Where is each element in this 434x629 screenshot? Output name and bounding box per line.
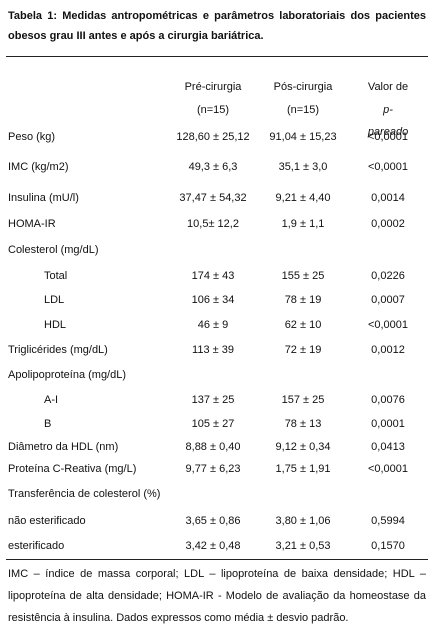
cell-value: 0,1570 [371, 540, 405, 552]
row-label: A-I [44, 394, 59, 406]
cell-value: 128,60 ± 25,12 [176, 131, 250, 143]
row-label: Transferência de colesterol (%) [8, 488, 161, 500]
cell-value: 0,0002 [371, 218, 405, 230]
table-title: Tabela 1: Medidas antropométricas e parâ… [8, 10, 426, 42]
cell-value: 0,0226 [371, 270, 405, 282]
row-label: esterificado [8, 540, 65, 552]
row-label: Diâmetro da HDL (nm) [8, 441, 119, 453]
cell-value: 155 ± 25 [281, 270, 325, 282]
cell-value: 35,1 ± 3,0 [278, 161, 328, 173]
header-cell: p- [383, 104, 393, 116]
cell-value: 0,0012 [371, 344, 405, 356]
cell-value: 9,21 ± 4,40 [275, 192, 331, 204]
row-label: IMC (kg/m2) [8, 161, 69, 173]
header-cell: Pós-cirurgia [273, 81, 333, 93]
cell-value: 3,42 ± 0,48 [185, 540, 241, 552]
row-label: Proteína C-Reativa (mg/L) [8, 463, 137, 475]
row-label: Apolipoproteína (mg/dL) [8, 369, 127, 381]
cell-value: 3,80 ± 1,06 [275, 515, 331, 527]
cell-value: <0,0001 [367, 131, 409, 143]
cell-value: 9,77 ± 6,23 [185, 463, 241, 475]
footnote: IMC – índice de massa corporal; LDL – li… [8, 568, 426, 624]
cell-value: 106 ± 34 [191, 294, 235, 306]
cell-value: 0,0007 [371, 294, 405, 306]
row-label: B [44, 418, 52, 430]
header-cell: (n=15) [196, 104, 230, 116]
row-label: Triglicérides (mg/dL) [8, 344, 108, 356]
cell-value: 46 ± 9 [197, 319, 229, 331]
cell-value: 8,88 ± 0,40 [185, 441, 241, 453]
row-label: Peso (kg) [8, 131, 56, 143]
cell-value: 0,0014 [371, 192, 405, 204]
cell-value: <0,0001 [367, 463, 409, 475]
row-label: HDL [44, 319, 67, 331]
cell-value: 1,75 ± 1,91 [275, 463, 331, 475]
cell-value: 0,0001 [371, 418, 405, 430]
bottom-rule [6, 559, 428, 560]
cell-value: 113 ± 39 [192, 344, 234, 356]
cell-value: <0,0001 [367, 319, 409, 331]
cell-value: 3,21 ± 0,53 [275, 540, 331, 552]
cell-value: 174 ± 43 [191, 270, 235, 282]
cell-value: 137 ± 25 [191, 394, 235, 406]
cell-value: 49,3 ± 6,3 [188, 161, 238, 173]
row-label: LDL [44, 294, 65, 306]
cell-value: 78 ± 13 [284, 418, 322, 430]
cell-value: 105 ± 27 [191, 418, 235, 430]
header-cell: Pré-cirurgia [184, 81, 242, 93]
cell-value: 62 ± 10 [284, 319, 322, 331]
row-label: não esterificado [8, 515, 86, 527]
cell-value: 0,5994 [371, 515, 405, 527]
cell-value: 37,47 ± 54,32 [179, 192, 247, 204]
top-rule [6, 56, 428, 57]
header-cell: pareado [367, 126, 409, 138]
cell-value: 10,5± 12,2 [187, 218, 239, 230]
cell-value: 9,12 ± 0,34 [275, 441, 331, 453]
row-label: Colesterol (mg/dL) [8, 244, 99, 256]
row-label: Total [44, 270, 68, 282]
row-label: HOMA-IR [8, 218, 56, 230]
cell-value: 0,0076 [371, 394, 405, 406]
header-cell: (n=15) [286, 104, 320, 116]
cell-value: 0,0413 [371, 441, 405, 453]
header-cell: Valor de [367, 81, 409, 93]
cell-value: 1,9 ± 1,1 [281, 218, 325, 230]
cell-value: 157 ± 25 [281, 394, 325, 406]
cell-value: 3,65 ± 0,86 [185, 515, 241, 527]
cell-value: 72 ± 19 [284, 344, 322, 356]
row-label: Insulina (mU/l) [8, 192, 79, 204]
cell-value: <0,0001 [367, 161, 409, 173]
cell-value: 91,04 ± 15,23 [269, 131, 337, 143]
cell-value: 78 ± 19 [284, 294, 322, 306]
